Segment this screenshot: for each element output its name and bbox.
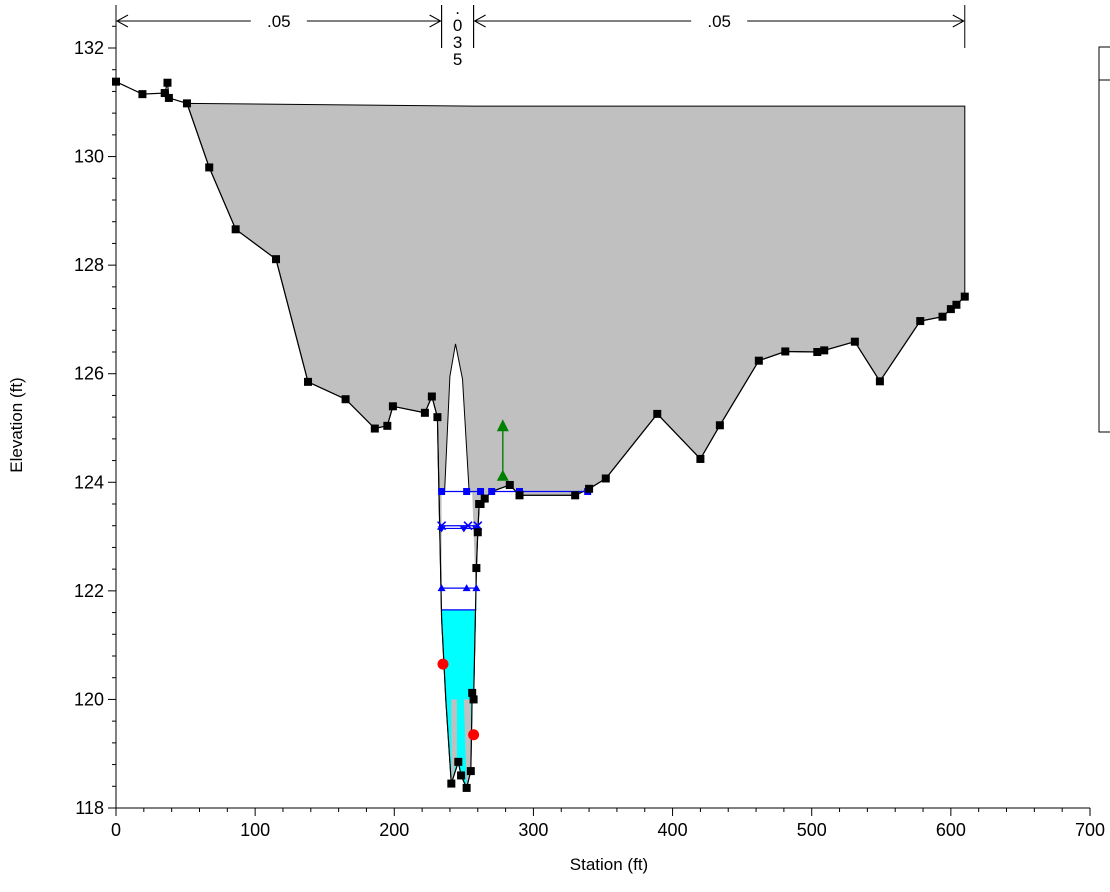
- ground-point: [447, 779, 456, 788]
- ground-point: [480, 494, 489, 503]
- level-marker-2-1: [459, 526, 468, 533]
- n-label-0: .05: [267, 12, 291, 31]
- n-arrowhead-left-0: [115, 14, 129, 28]
- x-tick-label-200: 200: [379, 820, 409, 840]
- ground-point: [469, 695, 478, 704]
- channel-clear: [441, 493, 477, 610]
- ground-point: [781, 347, 790, 356]
- ground-point: [585, 484, 594, 493]
- legend-box: [1098, 46, 1110, 433]
- y-tick-label-122: 122: [74, 581, 104, 601]
- y-tick-label-118: 118: [75, 798, 104, 818]
- ground-point: [454, 757, 463, 766]
- ground-point: [952, 300, 961, 309]
- x-tick-label-500: 500: [797, 820, 827, 840]
- y-tick-label-132: 132: [74, 38, 104, 58]
- level-marker-0-1: [463, 488, 471, 496]
- ground-point: [138, 90, 147, 99]
- ground-point: [388, 402, 397, 411]
- channel-gray-inset-right: [463, 699, 471, 788]
- level-marker-0-0: [438, 488, 446, 496]
- levee-base-marker: [496, 469, 509, 481]
- n-label-2: .05: [707, 12, 731, 31]
- ground-point: [696, 454, 705, 463]
- x-tick-label-700: 700: [1075, 820, 1105, 840]
- y-tick-label-124: 124: [74, 472, 104, 492]
- levee-top-marker: [496, 419, 509, 432]
- n-label-char-1-1: 0: [453, 16, 462, 35]
- n-arrowhead-left-2: [473, 14, 486, 28]
- ineffective-flow-area: [186, 102, 966, 790]
- ground-point: [182, 99, 191, 108]
- level-marker-3-2: [472, 584, 481, 592]
- y-tick-label-128: 128: [74, 255, 104, 275]
- level-marker-0-3: [488, 488, 496, 496]
- ground-point: [754, 356, 763, 365]
- ground-point: [272, 255, 281, 264]
- ground-point: [433, 413, 442, 422]
- x-axis-title: Station (ft): [570, 855, 648, 874]
- level-marker-0-2: [477, 488, 485, 496]
- ground-point: [304, 377, 313, 386]
- y-tick-label-120: 120: [74, 689, 104, 709]
- ground-point: [505, 481, 514, 489]
- ground-point: [420, 408, 429, 417]
- ground-point: [205, 163, 214, 172]
- channel-gray-inset-left: [451, 699, 457, 784]
- x-tick-label-600: 600: [936, 820, 966, 840]
- y-tick-label-126: 126: [74, 364, 104, 384]
- y-axis-title: Elevation (ft): [7, 377, 26, 472]
- ground-point: [472, 564, 481, 573]
- ground-point: [370, 424, 379, 433]
- bank-station-0: [437, 658, 449, 670]
- ground-point: [163, 78, 172, 87]
- n-arrowhead-right-2: [952, 14, 965, 28]
- ground-point: [850, 337, 859, 346]
- ground-point: [571, 491, 580, 500]
- level-marker-2-0: [437, 526, 446, 533]
- ground-point: [601, 474, 610, 483]
- level-marker-3-1: [462, 584, 471, 592]
- ground-point: [466, 767, 475, 776]
- ground-point: [462, 783, 471, 792]
- ground-point: [231, 225, 240, 234]
- x-tick-label-300: 300: [518, 820, 548, 840]
- x-tick-label-0: 0: [111, 820, 121, 840]
- n-label-char-1-3: 5: [453, 50, 462, 69]
- x-tick-label-400: 400: [658, 820, 688, 840]
- ground-point: [916, 317, 925, 326]
- ground-point: [515, 491, 524, 500]
- ground-point: [457, 771, 466, 780]
- ground-point: [946, 305, 955, 314]
- level-marker-3-0: [437, 584, 446, 592]
- ground-point: [468, 688, 477, 697]
- ground-point: [938, 312, 947, 321]
- ground-point: [164, 93, 173, 102]
- ground-point: [813, 348, 822, 356]
- ground-point: [875, 377, 884, 386]
- ground-point: [473, 528, 482, 537]
- ground-point: [160, 89, 169, 98]
- ground-point: [820, 346, 829, 355]
- ground-point: [960, 292, 969, 301]
- n-label-char-1-2: 3: [453, 33, 462, 52]
- ground-point: [476, 500, 485, 508]
- x-tick-label-100: 100: [240, 820, 270, 840]
- ground-point: [383, 421, 392, 430]
- ground-point: [653, 409, 662, 418]
- bank-station-1: [468, 729, 480, 741]
- ground-point: [715, 421, 724, 430]
- n-label-char-1-0: .: [455, 0, 460, 18]
- ground-point: [341, 395, 350, 404]
- y-tick-label-130: 130: [74, 147, 104, 167]
- n-arrowhead-right-0: [429, 14, 442, 28]
- ground-point: [427, 392, 436, 401]
